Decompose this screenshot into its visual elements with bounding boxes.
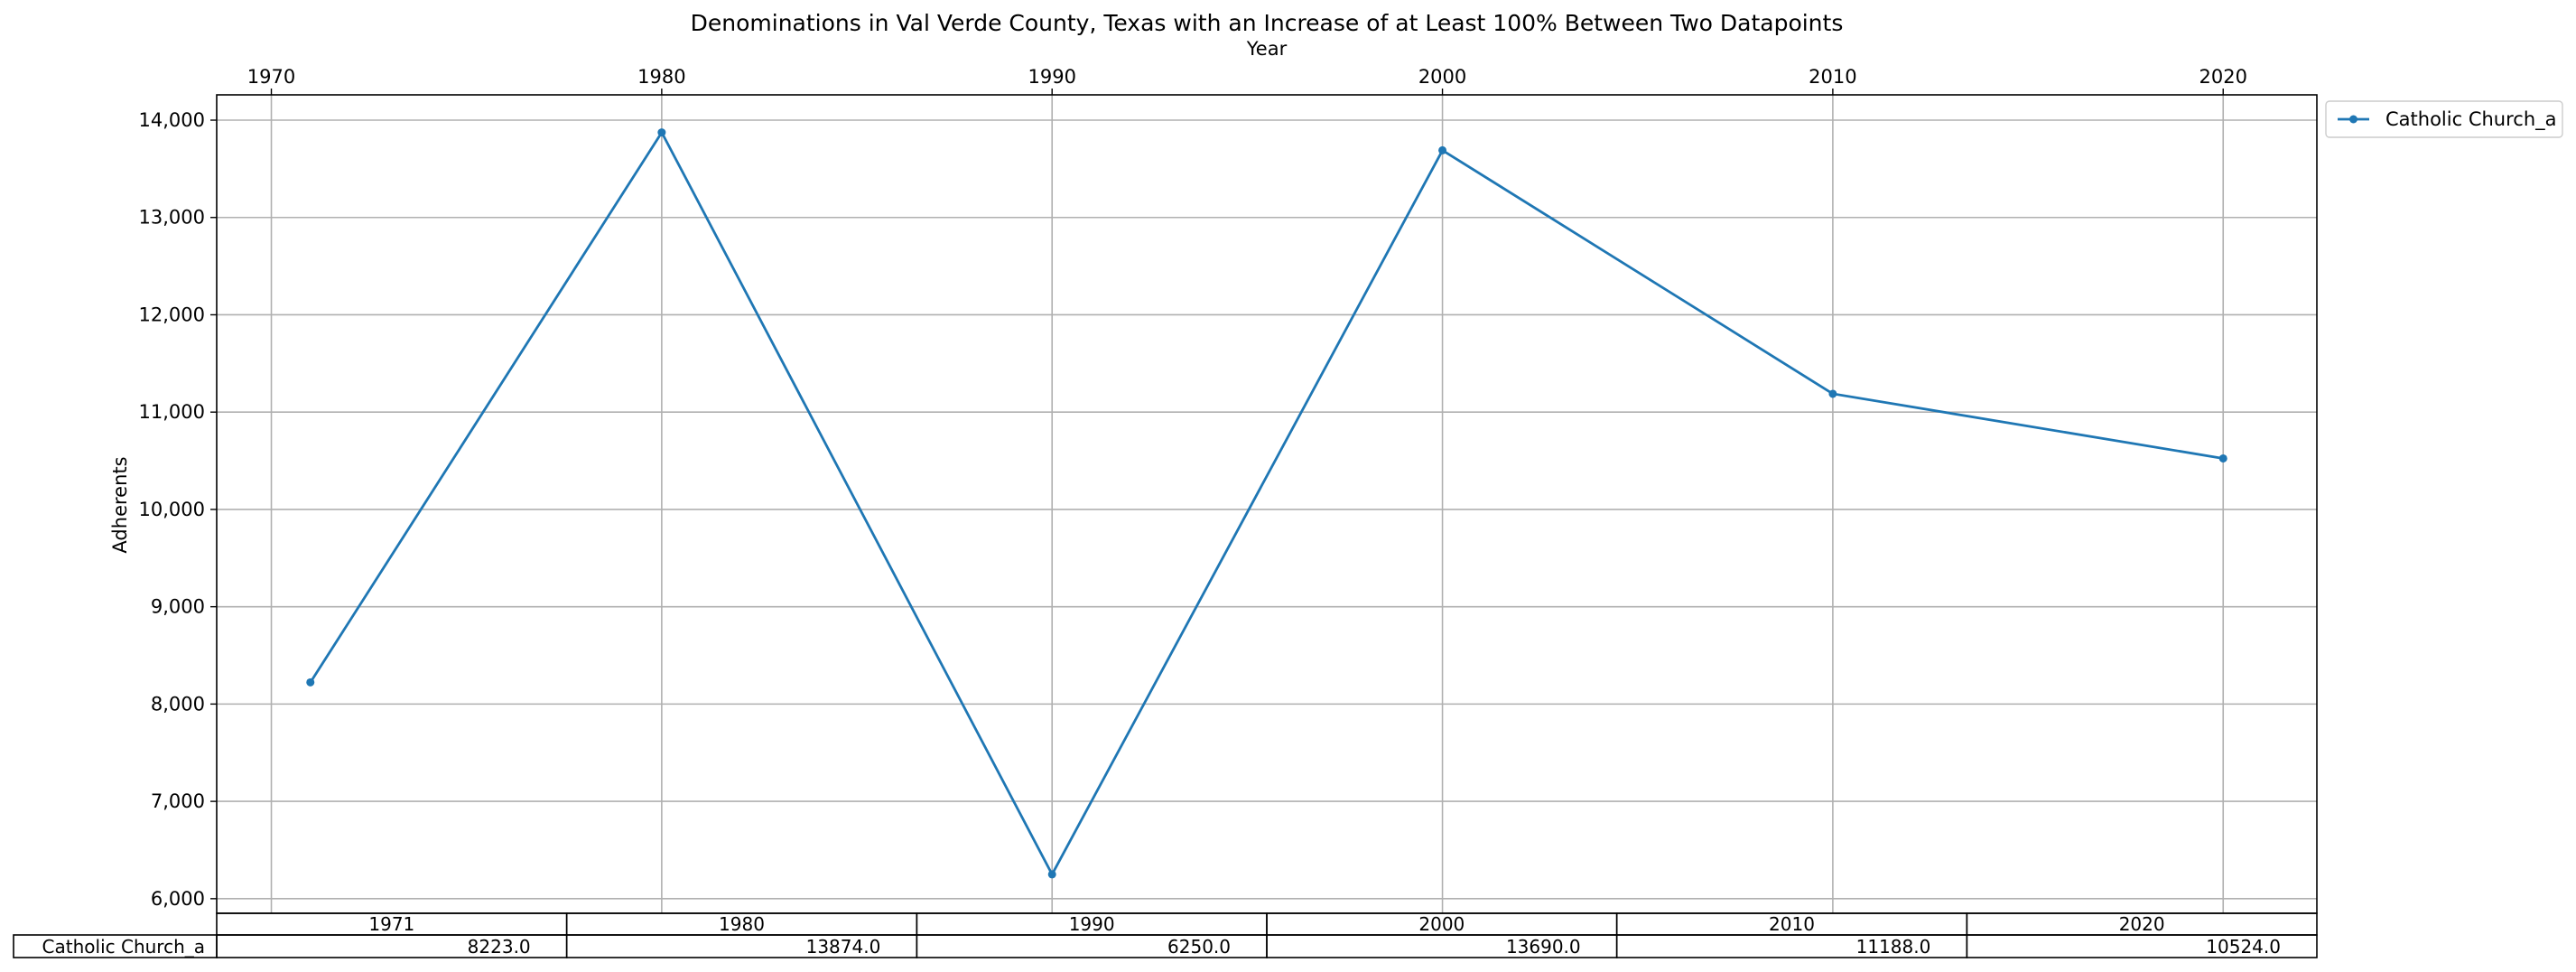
x-tick-label: 2020 bbox=[2199, 66, 2247, 88]
y-tick-label: 11,000 bbox=[139, 401, 205, 423]
x-axis-label: Year bbox=[1246, 38, 1288, 60]
x-tick-label: 1990 bbox=[1028, 66, 1075, 88]
y-axis-label: Adherents bbox=[109, 456, 131, 553]
y-tick-label: 8,000 bbox=[151, 693, 205, 715]
table-header-text: 2000 bbox=[1418, 913, 1465, 935]
y-tick-label: 6,000 bbox=[151, 888, 205, 910]
table-cell-value: 13874.0 bbox=[806, 936, 881, 958]
x-tick-label: 2010 bbox=[1809, 66, 1856, 88]
y-tick-label: 12,000 bbox=[139, 304, 205, 325]
table-cell bbox=[1966, 934, 2318, 958]
legend-marker bbox=[2349, 115, 2357, 124]
grid-lines bbox=[217, 95, 2317, 913]
y-tick-label: 14,000 bbox=[139, 109, 205, 131]
legend-box bbox=[2325, 100, 2563, 138]
y-tick-label: 7,000 bbox=[151, 790, 205, 812]
table-cell-value: 6250.0 bbox=[1167, 936, 1231, 958]
legend-label: Catholic Church_a bbox=[2385, 108, 2557, 131]
x-tick-label: 1970 bbox=[247, 66, 295, 88]
x-tick-label: 1980 bbox=[637, 66, 685, 88]
legend: Catholic Church_a bbox=[2325, 100, 2563, 138]
chart-title: Denominations in Val Verde County, Texas… bbox=[691, 10, 1844, 36]
table-row-label: Catholic Church_a bbox=[42, 936, 205, 958]
data-point bbox=[2218, 453, 2227, 463]
data-point bbox=[1047, 870, 1056, 879]
y-tick-label: 13,000 bbox=[139, 207, 205, 229]
table-header-text: 1971 bbox=[368, 913, 414, 935]
data-table: 1971 1980 1990 2000 2010 2020 Catholic Church_… bbox=[13, 912, 2318, 958]
data-point bbox=[306, 678, 315, 687]
table-header-text: 2010 bbox=[1769, 913, 1815, 935]
table-cell-value: 11188.0 bbox=[1856, 936, 1931, 958]
table-cell-value: 10524.0 bbox=[2206, 936, 2281, 958]
series-line bbox=[309, 131, 2224, 876]
axis-ticks: 1970 1980 1990 2000 2010 2020 6,000 7,000 8,000 9… bbox=[139, 66, 2247, 910]
data-point bbox=[657, 128, 666, 137]
table-cell-value: 8223.0 bbox=[468, 936, 531, 958]
data-point bbox=[1828, 389, 1837, 398]
table-header-text: 2020 bbox=[2119, 913, 2165, 935]
data-point bbox=[1438, 145, 1447, 154]
series-lines bbox=[306, 128, 2227, 879]
y-tick-label: 10,000 bbox=[139, 499, 205, 520]
y-tick-label: 9,000 bbox=[151, 596, 205, 618]
table-header-text: 1980 bbox=[719, 913, 765, 935]
table-cell-value: 13690.0 bbox=[1506, 936, 1581, 958]
x-tick-label: 2000 bbox=[1418, 66, 1466, 88]
table-header-text: 1990 bbox=[1069, 913, 1115, 935]
